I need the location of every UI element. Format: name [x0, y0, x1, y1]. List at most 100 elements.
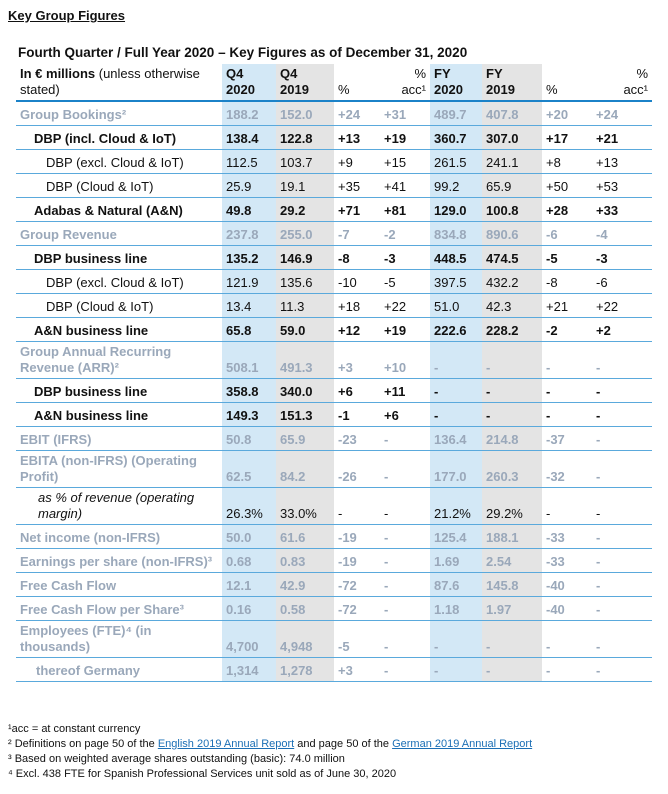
value-cell: - [430, 620, 482, 658]
value-cell: 62.5 [222, 450, 276, 488]
row-label: DBP (Cloud & IoT) [16, 293, 222, 318]
value-cell: -8 [542, 269, 584, 294]
value-cell: 42.3 [482, 293, 542, 318]
value-cell: - [380, 596, 430, 621]
value-cell: 19.1 [276, 173, 334, 198]
value-cell: 491.3 [276, 341, 334, 379]
column-header: Q4 2020 [222, 64, 276, 102]
value-cell: - [430, 657, 482, 682]
value-cell: +33 [584, 197, 652, 222]
column-header: Q4 2019 [276, 64, 334, 102]
value-cell: +41 [380, 173, 430, 198]
row-label: EBITA (non-IFRS) (Operating Profit) [16, 450, 222, 488]
value-cell: - [380, 450, 430, 488]
value-cell: 0.58 [276, 596, 334, 621]
value-cell: 61.6 [276, 524, 334, 549]
value-cell: - [584, 378, 652, 403]
footnote: ⁴ Excl. 438 FTE for Spanish Professional… [8, 767, 532, 782]
value-cell: +18 [334, 293, 380, 318]
value-cell: 260.3 [482, 450, 542, 488]
value-cell: +6 [334, 378, 380, 403]
value-cell: - [584, 426, 652, 451]
value-cell: - [584, 548, 652, 573]
value-cell: 214.8 [482, 426, 542, 451]
value-cell: - [380, 657, 430, 682]
value-cell: 59.0 [276, 317, 334, 342]
table-row: Earnings per share (non-IFRS)³ 0.68 0.83 -1… [16, 548, 652, 573]
value-cell: -2 [542, 317, 584, 342]
value-cell: 489.7 [430, 101, 482, 126]
value-cell: 188.1 [482, 524, 542, 549]
value-cell: - [380, 487, 430, 525]
row-label: as % of revenue (operating margin) [16, 487, 222, 525]
footnote: ² Definitions on page 50 of the English … [8, 737, 532, 752]
column-header-line: FY [434, 66, 451, 81]
column-header-line: % [414, 66, 426, 81]
value-cell: 42.9 [276, 572, 334, 597]
value-cell: 255.0 [276, 221, 334, 246]
report-link[interactable]: German 2019 Annual Report [392, 738, 533, 750]
value-cell: - [542, 341, 584, 379]
value-cell: -33 [542, 548, 584, 573]
column-header: % [542, 64, 584, 102]
value-cell: 241.1 [482, 149, 542, 174]
value-cell: - [380, 548, 430, 573]
column-header: FY 2019 [482, 64, 542, 102]
value-cell: +22 [380, 293, 430, 318]
row-label: Free Cash Flow [16, 572, 222, 597]
value-cell: +13 [334, 125, 380, 150]
value-cell: - [542, 378, 584, 403]
value-cell: 237.8 [222, 221, 276, 246]
value-cell: 1,278 [276, 657, 334, 682]
row-label: thereof Germany [16, 657, 222, 682]
table-row: DBP (excl. Cloud & IoT) 121.9 135.6 -10 -5 39… [16, 269, 652, 294]
footnotes: ¹acc = at constant currency ² Definitions… [8, 722, 532, 782]
row-label: Net income (non-IFRS) [16, 524, 222, 549]
value-cell: +21 [584, 125, 652, 150]
value-cell: +2 [584, 317, 652, 342]
value-cell: +8 [542, 149, 584, 174]
value-cell: -32 [542, 450, 584, 488]
column-header-line: % [338, 82, 350, 97]
value-cell: 0.16 [222, 596, 276, 621]
value-cell: +10 [380, 341, 430, 379]
value-cell: -72 [334, 572, 380, 597]
column-header-line: Q4 [280, 66, 298, 81]
value-cell: 122.8 [276, 125, 334, 150]
row-label: DBP (excl. Cloud & IoT) [16, 269, 222, 294]
value-cell: +53 [584, 173, 652, 198]
value-cell: +3 [334, 657, 380, 682]
value-cell: -5 [542, 245, 584, 270]
table-row: A&N business line 65.8 59.0 +12 +19 222.6 228.… [16, 317, 652, 342]
footnote-text: and page 50 of the [294, 738, 393, 750]
value-cell: 12.1 [222, 572, 276, 597]
value-cell: -10 [334, 269, 380, 294]
value-cell: 51.0 [430, 293, 482, 318]
footnote-text: ² Definitions on page 50 of the [8, 738, 158, 750]
value-cell: 129.0 [430, 197, 482, 222]
table-row: Free Cash Flow per Share³ 0.16 0.58 -72-1.1… [16, 596, 652, 621]
corner-unit: In € millions [20, 66, 96, 81]
value-cell: +81 [380, 197, 430, 222]
value-cell: 11.3 [276, 293, 334, 318]
value-cell: - [430, 402, 482, 427]
value-cell: -4 [584, 221, 652, 246]
corner-note: (unless otherwise stated) [20, 66, 200, 97]
value-cell: - [334, 487, 380, 525]
table-row: Net income (non-IFRS) 50.0 61.6 -19-125.4 18… [16, 524, 652, 549]
row-label: EBIT (IFRS) [16, 426, 222, 451]
value-cell: 49.8 [222, 197, 276, 222]
column-header-line: Q4 [226, 66, 244, 81]
value-cell: -6 [542, 221, 584, 246]
report-link[interactable]: English 2019 Annual Report [157, 738, 295, 750]
value-cell: +71 [334, 197, 380, 222]
page-title: Key Group Figures [8, 8, 126, 23]
value-cell: 1.97 [482, 596, 542, 621]
table-row: DBP business line 135.2 146.9 -8 -3 448.5 474.… [16, 245, 652, 270]
value-cell: 407.8 [482, 101, 542, 126]
value-cell: - [584, 450, 652, 488]
value-cell: -1 [334, 402, 380, 427]
value-cell: -3 [380, 245, 430, 270]
table-row: EBIT (IFRS) 50.8 65.9 -23-136.4 214.8 -37- [16, 426, 652, 451]
key-figures-table: In € millions (unless otherwise stated) Q… [16, 64, 652, 682]
